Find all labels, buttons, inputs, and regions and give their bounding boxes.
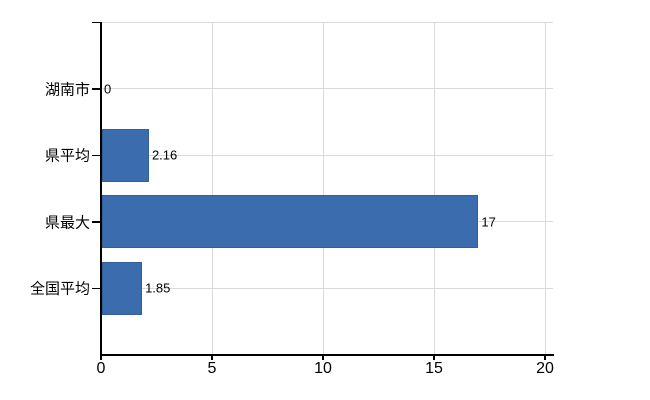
- y-axis-tick: [92, 221, 100, 223]
- category-label: 県平均: [44, 147, 90, 165]
- v-gridline: [544, 22, 546, 355]
- y-axis-tick: [92, 88, 100, 90]
- category-label: 県最大: [44, 214, 90, 232]
- h-gridline: [101, 154, 553, 156]
- bar: [102, 261, 143, 316]
- y-axis-tick: [92, 21, 100, 23]
- v-gridline: [433, 22, 435, 355]
- x-axis-tick: [433, 356, 435, 360]
- bar: [102, 195, 479, 249]
- x-tick-label: 15: [425, 360, 443, 377]
- x-tick-label: 0: [96, 360, 106, 377]
- value-label: 17: [481, 214, 496, 230]
- x-tick-label: 10: [314, 360, 332, 377]
- x-axis-tick: [544, 356, 546, 360]
- category-label: 湖南市: [44, 81, 90, 99]
- y-axis-line: [100, 22, 102, 356]
- bar: [102, 128, 149, 182]
- value-label: 1.85: [145, 280, 171, 296]
- x-tick-label: 20: [536, 360, 554, 377]
- x-axis-tick: [322, 356, 324, 360]
- value-label: 2.16: [151, 147, 178, 163]
- x-axis-tick: [100, 356, 102, 360]
- y-axis-tick: [92, 287, 100, 290]
- h-gridline: [101, 88, 553, 90]
- category-label: 全国平均: [29, 280, 90, 298]
- x-tick-label: 5: [207, 360, 217, 377]
- h-gridline: [101, 287, 553, 289]
- h-gridline: [101, 21, 553, 23]
- value-label: 0: [104, 81, 112, 97]
- v-gridline: [211, 22, 213, 355]
- x-axis-tick: [211, 356, 213, 360]
- y-axis-tick: [92, 154, 100, 157]
- x-axis-line: [100, 354, 554, 356]
- v-gridline: [322, 22, 324, 355]
